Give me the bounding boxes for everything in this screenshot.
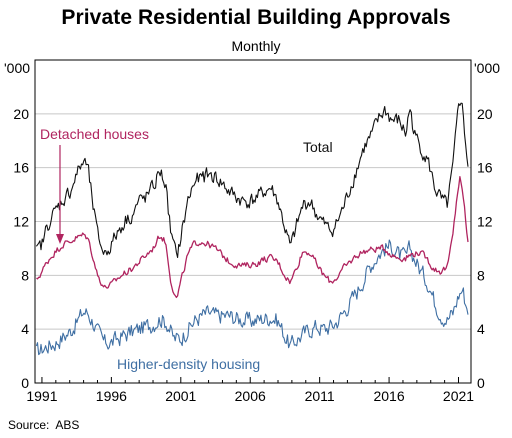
annotation-total: Total (303, 139, 333, 155)
x-tick-label: 1996 (96, 388, 127, 404)
y-axis-right-ticks: 0 4 8 12 16 20 (477, 106, 493, 391)
x-tick-label: 2016 (373, 388, 404, 404)
source-label: Source: (8, 418, 50, 432)
x-axis-labels: 1991 1996 2001 2006 2011 2016 2021 (26, 388, 474, 404)
y-tick-label-left: 20 (13, 106, 29, 122)
y-tick-label-right: 12 (477, 214, 493, 230)
y-tick-label-right: 20 (477, 106, 493, 122)
x-tick-label: 2006 (235, 388, 266, 404)
y-tick-label-left: 4 (21, 321, 29, 337)
series-lines (35, 102, 469, 356)
series-line-total (35, 102, 469, 259)
x-axis-ticks (41, 377, 460, 383)
plot-frame (34, 59, 472, 384)
chart-subtitle: Monthly (231, 38, 281, 54)
y-tick-label-right: 4 (477, 321, 485, 337)
y-tick-label-right: 16 (477, 160, 493, 176)
y-tick-label-right: 0 (477, 375, 485, 391)
y-axis-left-ticks: 0 4 8 12 16 20 (13, 106, 29, 391)
x-tick-label: 2021 (443, 388, 474, 404)
annotation-higher-density: Higher-density housing (117, 356, 260, 372)
x-tick-label: 1991 (26, 388, 57, 404)
y-tick-label-left: 16 (13, 160, 29, 176)
y-tick-label-left: 0 (21, 375, 29, 391)
y-tick-label-left: 12 (13, 214, 29, 230)
y-tick-label-left: 8 (21, 267, 29, 283)
x-tick-label: 2011 (305, 388, 335, 404)
y-tick-label-right: 8 (477, 267, 485, 283)
chart-title: Private Residential Building Approvals (61, 6, 451, 29)
x-tick-label: 2001 (165, 388, 196, 404)
series-line-detached (36, 176, 469, 299)
series-line-higher_density (35, 239, 469, 356)
annotation-arrowhead (55, 234, 64, 245)
annotation-detached-houses: Detached houses (40, 126, 149, 142)
gridlines (35, 113, 471, 330)
unit-label-left: '000 (4, 60, 30, 76)
unit-label-right: '000 (474, 60, 500, 76)
source-value: ABS (55, 418, 80, 432)
source-note: Source: ABS (8, 418, 85, 432)
